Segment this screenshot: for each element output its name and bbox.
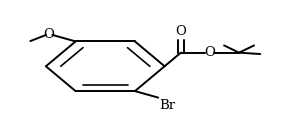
Text: Br: Br [160, 99, 176, 112]
Text: O: O [176, 25, 186, 38]
Text: O: O [43, 28, 54, 41]
Text: O: O [204, 46, 215, 59]
